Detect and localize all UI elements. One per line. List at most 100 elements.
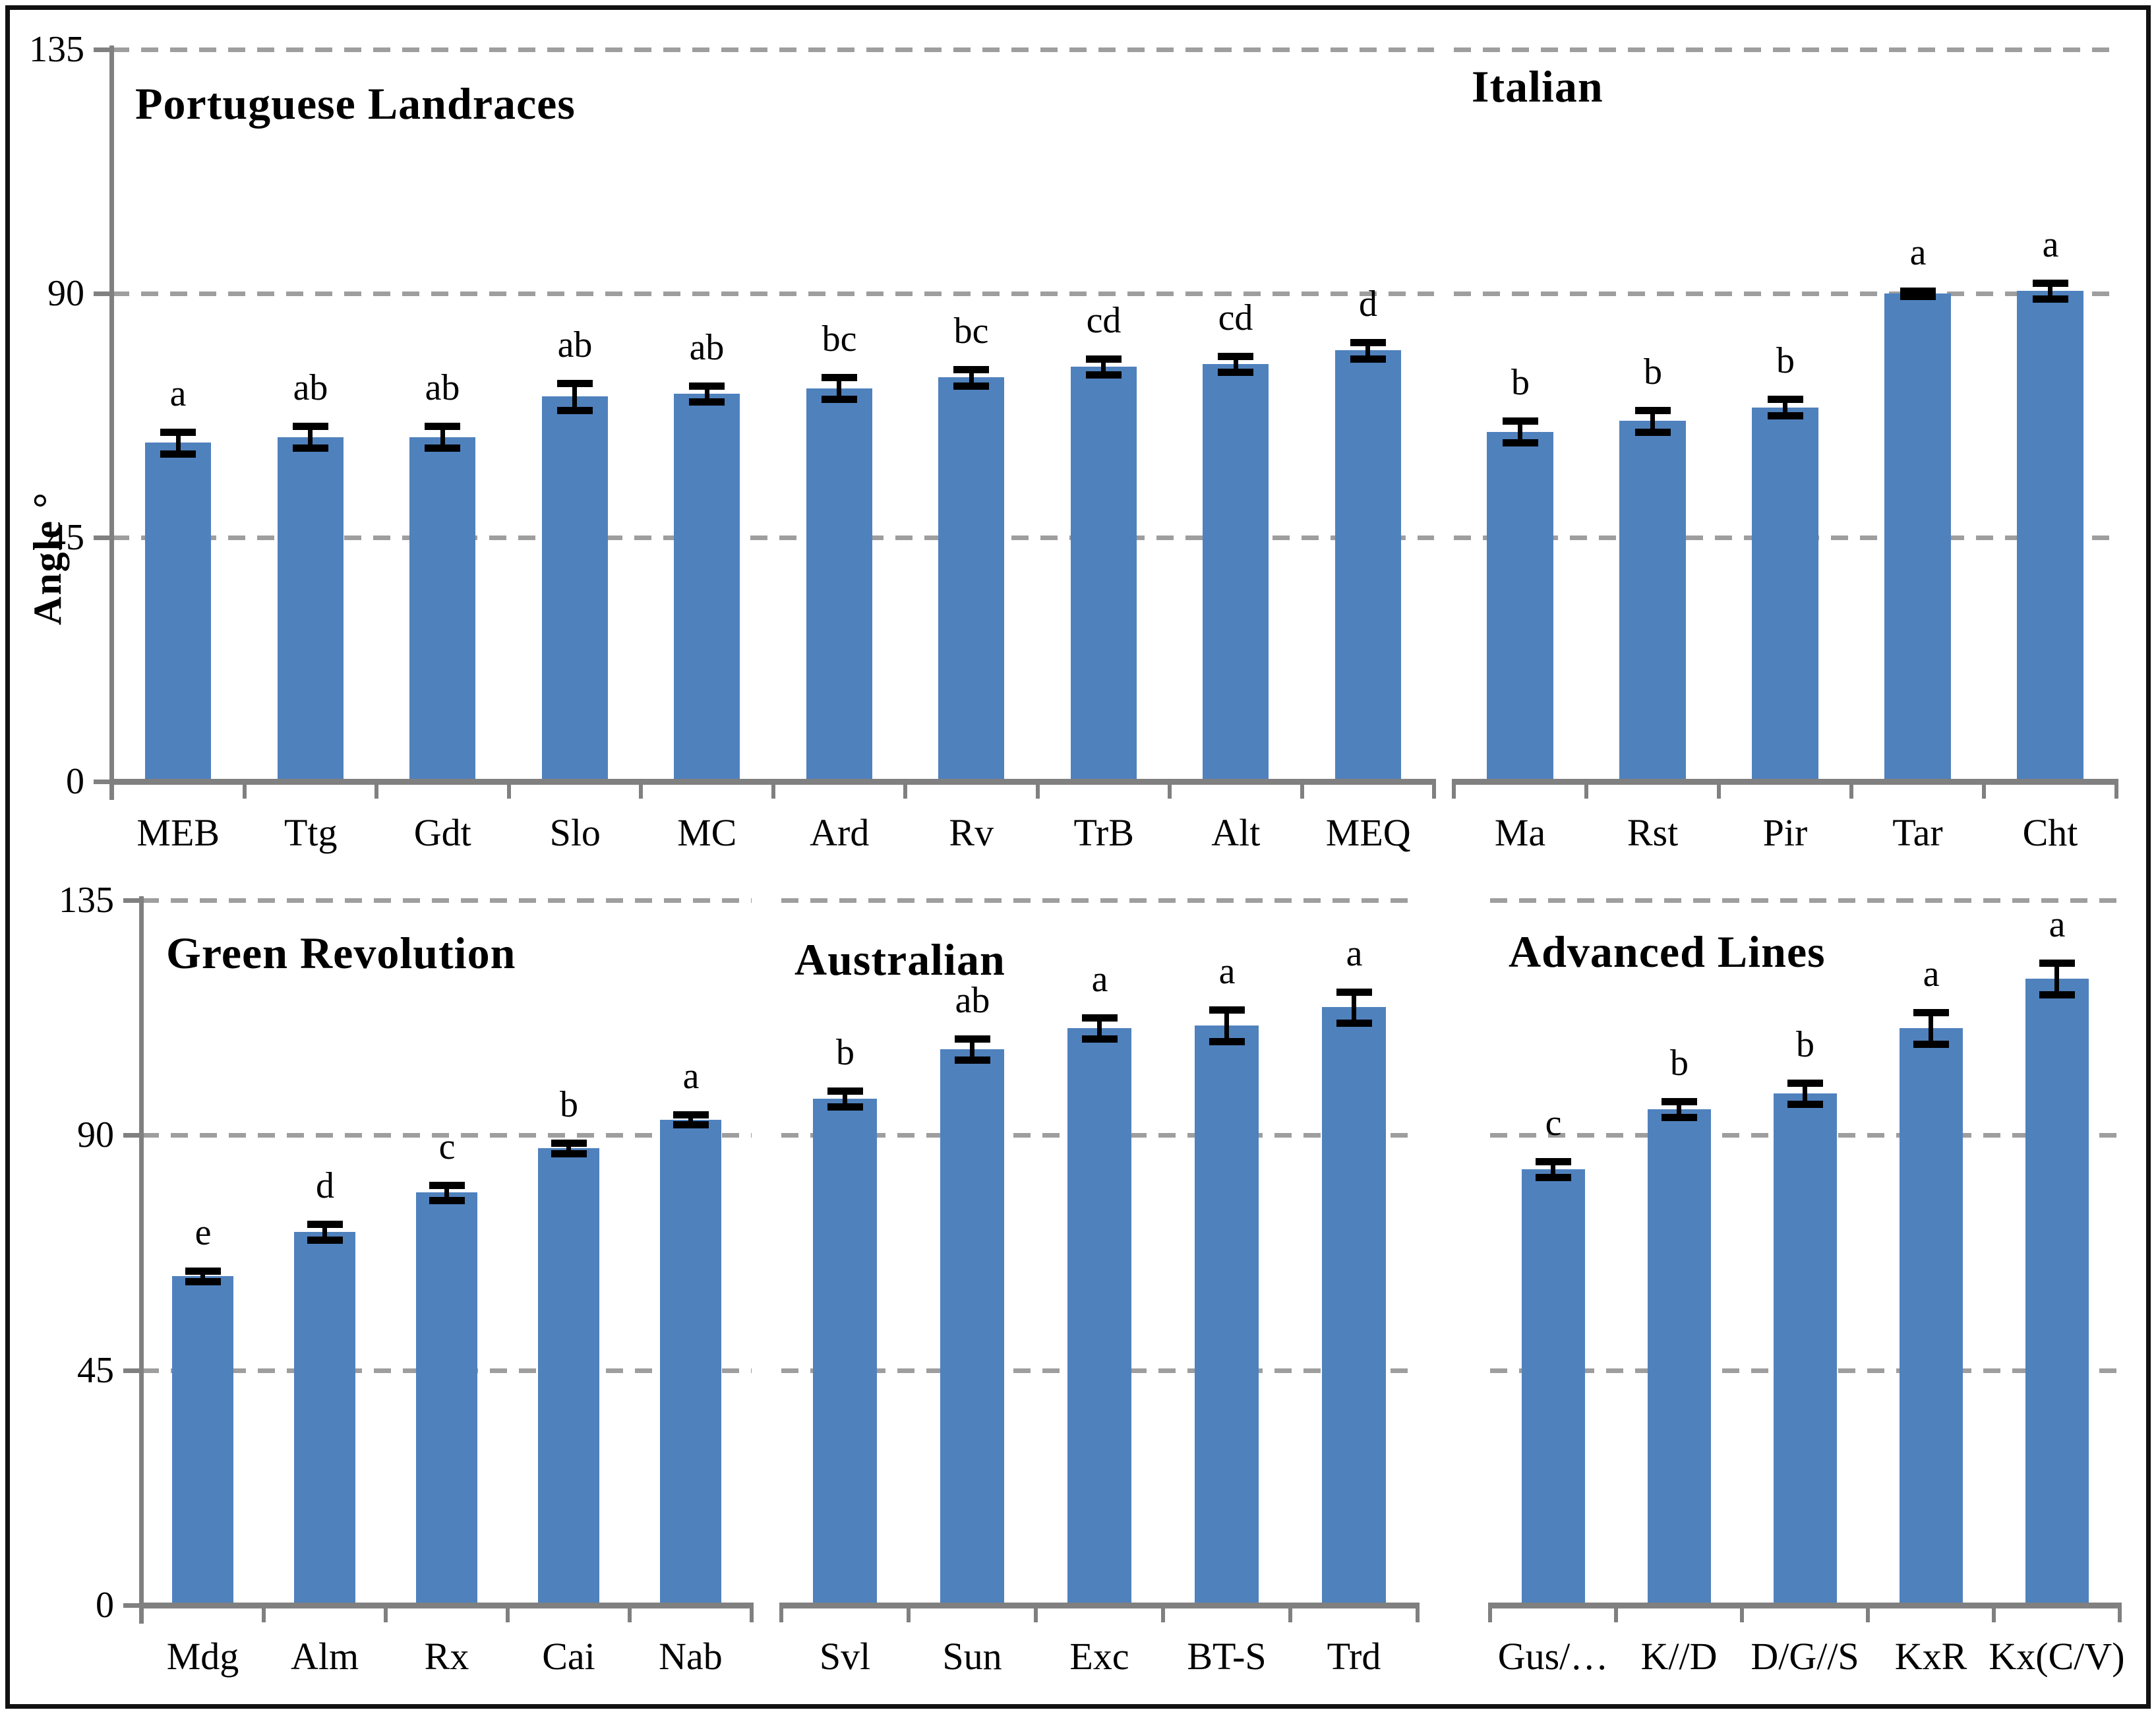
- y-axis-line: [109, 46, 114, 800]
- x-tick-label: Sun: [942, 1635, 1002, 1678]
- bar: [294, 1232, 355, 1605]
- x-tick: [506, 1603, 510, 1622]
- significance-letter: a: [1346, 933, 1363, 974]
- error-bar-cap-top: [425, 423, 460, 430]
- error-bar-whisker: [444, 1185, 449, 1201]
- significance-letter: ab: [293, 367, 328, 408]
- error-bar-whisker: [572, 383, 577, 410]
- x-tick-label: TrB: [1073, 811, 1134, 854]
- error-bar-cap-top: [1900, 288, 1936, 295]
- x-tick: [1740, 1603, 1744, 1622]
- x-tick: [140, 1603, 144, 1622]
- significance-letter: ab: [425, 367, 460, 408]
- bar: [813, 1099, 877, 1605]
- error-bar-whisker: [308, 426, 313, 448]
- error-bar-whisker: [1551, 1161, 1555, 1177]
- error-bar-whisker: [1518, 421, 1522, 443]
- error-bar-cap-top: [689, 383, 725, 390]
- significance-letter: c: [438, 1126, 456, 1167]
- bar: [542, 396, 608, 781]
- significance-letter: ab: [689, 327, 725, 368]
- bar: [940, 1049, 1004, 1605]
- error-bar-cap-top: [185, 1268, 221, 1275]
- bar: [2025, 979, 2089, 1605]
- y-tick: [123, 898, 139, 903]
- bar: [1195, 1025, 1259, 1605]
- error-bar-cap-bottom: [689, 398, 725, 406]
- x-axis-line: [1490, 1603, 2120, 1608]
- x-tick-label: Rv: [949, 811, 994, 854]
- x-tick: [243, 779, 247, 799]
- y-tick: [123, 1368, 139, 1373]
- error-bar-whisker: [566, 1143, 571, 1153]
- significance-letter: cd: [1218, 297, 1253, 338]
- error-bar-whisker: [2048, 283, 2052, 299]
- error-bar-cap-bottom: [425, 444, 460, 452]
- gridline-135: [142, 898, 752, 903]
- x-tick: [2114, 779, 2118, 799]
- bar: [172, 1276, 233, 1605]
- x-tick: [1300, 779, 1304, 799]
- x-tick-label: MC: [677, 811, 737, 854]
- gridline-90: [1454, 291, 2116, 296]
- y-tick: [123, 1133, 139, 1138]
- error-bar-whisker: [1224, 1010, 1229, 1041]
- error-bar-whisker: [1929, 1012, 1933, 1044]
- x-tick-label: Exc: [1069, 1635, 1129, 1678]
- x-tick: [1488, 1603, 1492, 1622]
- error-bar-whisker: [969, 369, 974, 386]
- gridline-90: [142, 1133, 752, 1138]
- bar: [674, 394, 740, 781]
- bar: [806, 388, 872, 781]
- error-bar-whisker: [1352, 992, 1356, 1024]
- y-tick: [94, 47, 109, 52]
- significance-letter: c: [1545, 1103, 1562, 1144]
- error-bar-cap-bottom: [1768, 412, 1803, 419]
- error-bar-cap-bottom: [551, 1150, 587, 1157]
- x-tick: [1168, 779, 1172, 799]
- x-tick-label: Ttg: [284, 811, 338, 854]
- significance-letter: b: [1644, 352, 1662, 392]
- error-bar-cap-top: [1218, 353, 1253, 360]
- error-bar-cap-bottom: [1086, 371, 1122, 379]
- y-tick-label: 45: [77, 1349, 114, 1391]
- x-tick-label: BT-S: [1187, 1635, 1267, 1678]
- y-tick-label: 90: [47, 273, 84, 314]
- x-tick-label: Gdt: [413, 811, 471, 854]
- figure-border: [5, 5, 2151, 1709]
- bar: [145, 443, 211, 781]
- error-bar-cap-bottom: [2039, 991, 2075, 998]
- error-bar-cap-top: [1503, 417, 1538, 425]
- y-tick-label: 0: [96, 1585, 114, 1626]
- x-tick-label: Rst: [1627, 811, 1679, 854]
- x-tick-label: MEB: [136, 811, 220, 854]
- y-tick: [123, 1603, 139, 1608]
- y-tick-label: 90: [77, 1115, 114, 1156]
- panel-title-portuguese-landraces: Portuguese Landraces: [135, 78, 576, 129]
- x-tick: [903, 779, 907, 799]
- x-tick-label: Tar: [1892, 811, 1943, 854]
- error-bar-cap-top: [1662, 1098, 1697, 1105]
- y-tick-label: 135: [29, 29, 84, 70]
- error-bar-cap-top: [1913, 1009, 1949, 1016]
- error-bar-cap-bottom: [1787, 1101, 1823, 1108]
- error-bar-cap-bottom: [185, 1278, 221, 1285]
- significance-letter: a: [1923, 954, 1940, 995]
- error-bar-whisker: [688, 1115, 693, 1125]
- x-tick-label: Cht: [2022, 811, 2078, 854]
- significance-letter: a: [169, 373, 187, 414]
- x-tick: [1416, 1603, 1420, 1622]
- gridline-135: [781, 898, 1418, 903]
- significance-letter: b: [836, 1032, 854, 1073]
- error-bar-cap-top: [955, 1035, 990, 1043]
- x-tick: [907, 1603, 911, 1622]
- error-bar-cap-top: [1787, 1080, 1823, 1087]
- error-bar-cap-bottom: [160, 450, 196, 458]
- x-tick-label: K//D: [1640, 1635, 1718, 1678]
- x-tick-label: Mdg: [166, 1635, 239, 1678]
- x-tick: [374, 779, 378, 799]
- error-bar-cap-bottom: [673, 1121, 709, 1128]
- x-tick: [1432, 779, 1436, 799]
- bar: [1335, 350, 1401, 781]
- y-tick-label: 45: [47, 517, 84, 558]
